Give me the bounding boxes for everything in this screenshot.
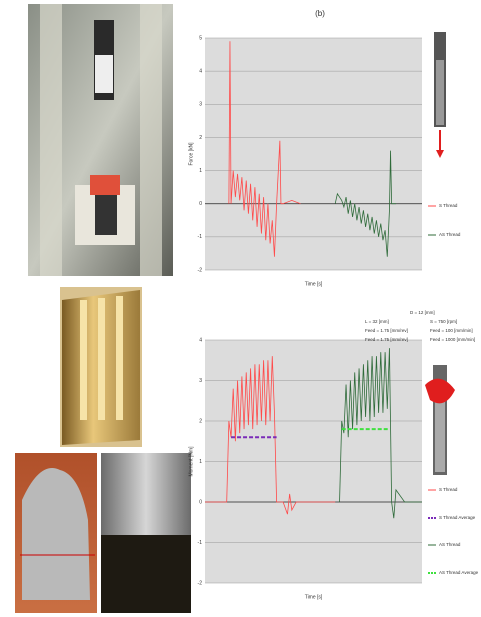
- y-tick-label: 3: [199, 378, 202, 384]
- y-tick-label: 3: [199, 102, 202, 108]
- y-tick-label: 0: [199, 201, 202, 207]
- annotation: Feed = 1.75 [mm/rev]: [365, 328, 408, 333]
- y-tick-label: 2: [199, 418, 202, 424]
- y-tick-label: 4: [199, 68, 202, 74]
- legend-label: AS Thread: [439, 232, 461, 237]
- annotation: Feed = 1000 [mm/min]: [430, 337, 475, 342]
- y-tick-label: 1: [199, 168, 202, 174]
- bolt-icon-bottom: [425, 365, 455, 475]
- legend-label: S Thread: [439, 203, 458, 208]
- plot-area: [205, 38, 422, 270]
- annotation: L = 32 [mm]: [365, 319, 389, 324]
- annotation: Feed = 1.75 [mm/rev]: [365, 337, 408, 342]
- y-tick-label: 0: [199, 499, 202, 505]
- annotation: Feed = 100 [mm/min]: [430, 328, 473, 333]
- annotation: S = 750 [rpm]: [430, 319, 457, 324]
- photo-machine: [28, 4, 173, 276]
- bolt-icon-top: [434, 32, 446, 158]
- photo-threads: [60, 287, 142, 447]
- photo-section-a: [15, 453, 97, 613]
- legend-label: S Thread: [439, 487, 458, 492]
- figure: -2 -1 0 1 2 3 4 5 (b) Time [s] Force [kN] S Thread A…: [0, 0, 481, 617]
- y-tick-label: -1: [198, 234, 203, 240]
- x-axis-label: Time [s]: [305, 281, 323, 287]
- y-tick-label: 5: [199, 35, 202, 41]
- photo-section-b: [101, 453, 191, 613]
- chart-title: (b): [315, 9, 325, 18]
- y-tick-label: -1: [198, 540, 203, 546]
- y-tick-label: -2: [198, 267, 203, 273]
- y-axis-label: Force [kN]: [188, 142, 194, 166]
- y-axis-label: Moment [Nm]: [188, 446, 194, 477]
- legend-label: S Thread Average: [439, 515, 476, 520]
- y-tick-label: 1: [199, 459, 202, 465]
- y-tick-label: -2: [198, 580, 203, 586]
- legend-label: AS Thread Average: [439, 570, 479, 575]
- annotation: D = 12 [mm]: [410, 310, 435, 315]
- x-axis-label: Time [s]: [305, 594, 323, 600]
- y-tick-label: 4: [199, 337, 202, 343]
- y-tick-label: 2: [199, 135, 202, 141]
- legend-label: AS Thread: [439, 542, 461, 547]
